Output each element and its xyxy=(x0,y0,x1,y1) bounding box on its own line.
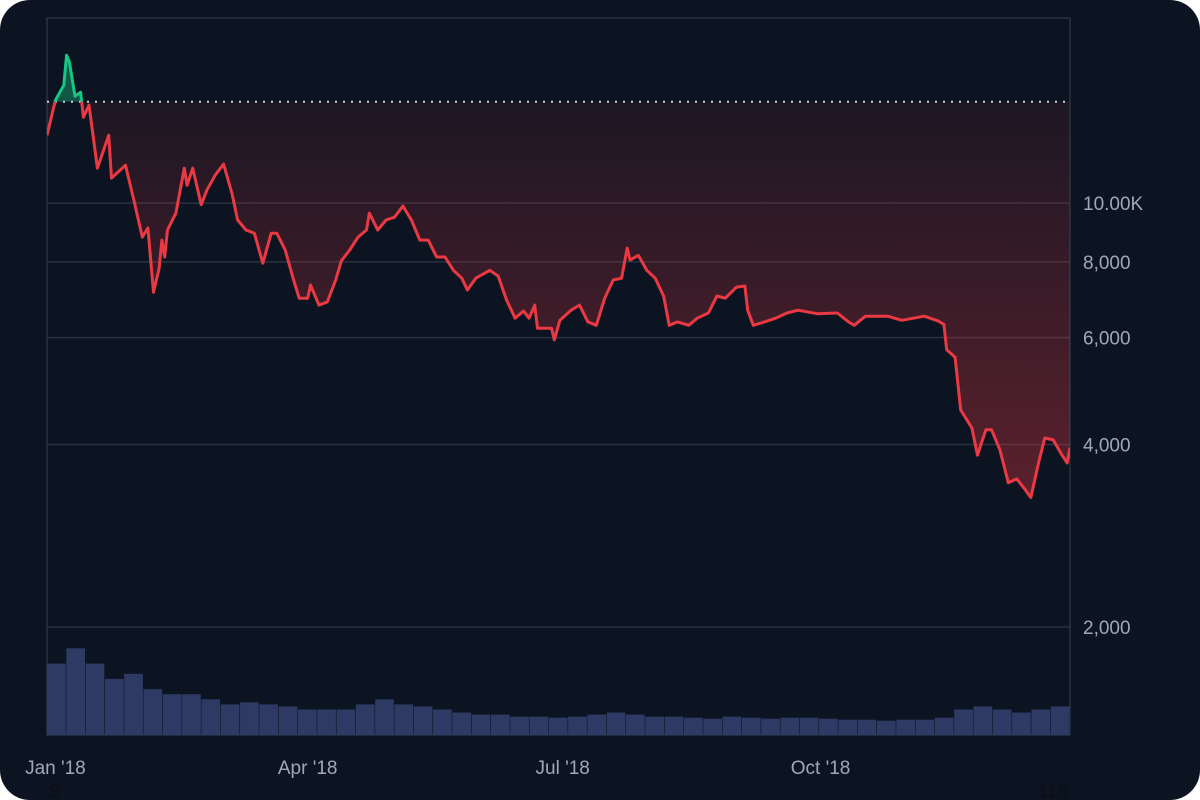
volume-bar xyxy=(510,716,529,735)
volume-bar xyxy=(973,706,993,735)
volume-bar xyxy=(1031,709,1051,735)
volume-bar xyxy=(433,709,452,735)
volume-bar xyxy=(143,689,163,735)
volume-bar xyxy=(162,694,182,735)
volume-bar xyxy=(626,714,645,735)
volume-bar xyxy=(317,709,336,735)
x-tick-label: Jan '18 xyxy=(25,758,86,779)
volume-bar xyxy=(201,699,221,735)
volume-bar xyxy=(278,706,298,735)
volume-bar xyxy=(1050,706,1070,735)
footer-right-label: 116 xyxy=(1038,781,1068,800)
volume-bar xyxy=(452,712,472,735)
volume-bar xyxy=(703,718,722,735)
area-below-baseline xyxy=(47,101,1070,498)
volume-bar xyxy=(529,716,549,735)
price-line-below xyxy=(47,101,1070,499)
volume-bar xyxy=(819,718,838,735)
volume-bar xyxy=(587,714,607,735)
volume-bar xyxy=(85,663,105,735)
volume-bar xyxy=(934,717,954,735)
volume-bar xyxy=(645,716,665,735)
volume-bar xyxy=(124,673,143,735)
volume-bar xyxy=(1012,712,1031,735)
volume-bar xyxy=(780,717,800,735)
volume-bar xyxy=(857,719,877,735)
volume-bar xyxy=(104,678,124,735)
volume-bar xyxy=(66,648,86,735)
volume-bar xyxy=(490,714,510,735)
volume-bars xyxy=(47,648,1070,735)
volume-bar xyxy=(915,719,935,735)
volume-bar xyxy=(471,714,491,735)
x-tick-label: Oct '18 xyxy=(791,758,851,779)
y-tick-label: 2,000 xyxy=(1083,618,1131,639)
y-tick-label: 8,000 xyxy=(1083,253,1131,274)
volume-bar xyxy=(741,717,761,735)
y-tick-label: 6,000 xyxy=(1083,329,1131,350)
volume-bar xyxy=(992,709,1012,735)
footer-left-label: 9 xyxy=(50,781,61,800)
volume-bar xyxy=(297,709,317,735)
volume-bar xyxy=(606,712,626,735)
volume-bar xyxy=(220,704,240,735)
y-tick-label: 10.00K xyxy=(1083,194,1144,215)
volume-bar xyxy=(336,709,356,735)
volume-bar xyxy=(683,717,703,735)
volume-bar xyxy=(259,704,279,735)
volume-bar xyxy=(375,699,394,735)
volume-bar xyxy=(954,709,973,735)
volume-bar xyxy=(182,694,201,735)
volume-bar xyxy=(896,719,915,735)
volume-bar xyxy=(761,718,780,735)
volume-bar xyxy=(240,702,259,735)
volume-bar xyxy=(799,717,819,735)
y-tick-label: 4,000 xyxy=(1083,435,1131,456)
volume-bar xyxy=(548,717,568,735)
volume-bar xyxy=(47,663,66,735)
volume-bar xyxy=(722,716,742,735)
volume-bar xyxy=(413,706,433,735)
x-tick-label: Jul '18 xyxy=(536,758,590,779)
volume-bar xyxy=(664,716,684,735)
x-tick-label: Apr '18 xyxy=(278,758,338,779)
volume-bar xyxy=(568,716,587,735)
volume-bar xyxy=(355,704,375,735)
volume-bar xyxy=(876,720,896,735)
volume-bar xyxy=(394,704,414,735)
volume-bar xyxy=(838,719,858,735)
